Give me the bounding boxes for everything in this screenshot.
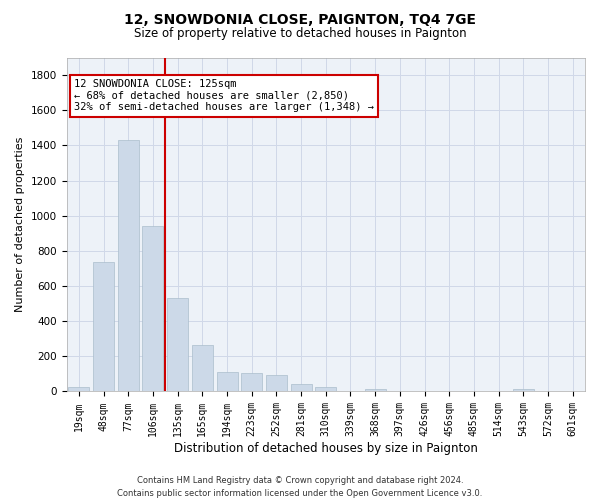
- Bar: [167, 298, 188, 392]
- Bar: [513, 389, 534, 392]
- Bar: [241, 372, 262, 392]
- Bar: [266, 375, 287, 392]
- Text: Size of property relative to detached houses in Paignton: Size of property relative to detached ho…: [134, 28, 466, 40]
- Bar: [315, 387, 336, 392]
- Bar: [93, 262, 114, 392]
- X-axis label: Distribution of detached houses by size in Paignton: Distribution of detached houses by size …: [174, 442, 478, 455]
- Bar: [68, 387, 89, 392]
- Bar: [142, 226, 163, 392]
- Bar: [290, 384, 311, 392]
- Bar: [192, 345, 213, 392]
- Text: 12, SNOWDONIA CLOSE, PAIGNTON, TQ4 7GE: 12, SNOWDONIA CLOSE, PAIGNTON, TQ4 7GE: [124, 12, 476, 26]
- Text: 12 SNOWDONIA CLOSE: 125sqm
← 68% of detached houses are smaller (2,850)
32% of s: 12 SNOWDONIA CLOSE: 125sqm ← 68% of deta…: [74, 79, 374, 112]
- Bar: [365, 389, 386, 392]
- Y-axis label: Number of detached properties: Number of detached properties: [15, 137, 25, 312]
- Bar: [118, 140, 139, 392]
- Text: Contains HM Land Registry data © Crown copyright and database right 2024.
Contai: Contains HM Land Registry data © Crown c…: [118, 476, 482, 498]
- Bar: [217, 372, 238, 392]
